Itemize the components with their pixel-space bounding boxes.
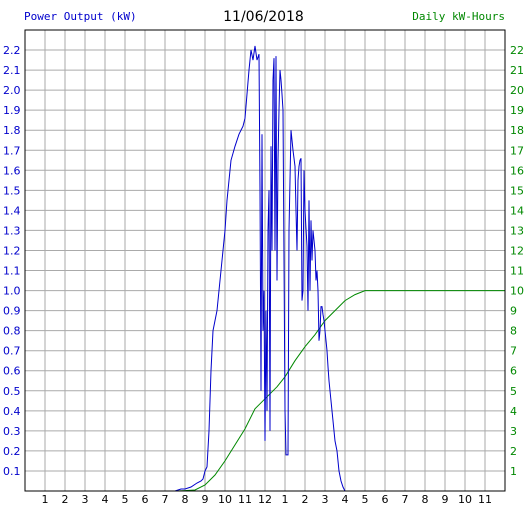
chart-title: 11/06/2018 bbox=[223, 9, 304, 25]
x-tick-label: 5 bbox=[122, 493, 129, 506]
y-tick-label: 1.2 bbox=[3, 244, 21, 257]
y-tick-label: 2.2 bbox=[3, 44, 21, 57]
y2-tick-label: 12 bbox=[510, 244, 524, 257]
y2-tick-label: 10 bbox=[510, 285, 524, 298]
x-tick-label: 10 bbox=[458, 493, 472, 506]
x-tick-label: 3 bbox=[82, 493, 89, 506]
y2-tick-label: 15 bbox=[510, 184, 524, 197]
y2-tick-label: 1 bbox=[510, 465, 517, 478]
y-tick-label: 0.4 bbox=[3, 405, 21, 418]
y-tick-label: 0.6 bbox=[3, 365, 21, 378]
x-tick-label: 7 bbox=[402, 493, 409, 506]
x-tick-label: 5 bbox=[362, 493, 369, 506]
x-tick-label: 8 bbox=[182, 493, 189, 506]
x-tick-label: 7 bbox=[162, 493, 169, 506]
y-tick-label: 1.1 bbox=[3, 265, 21, 278]
y2-axis-label: Daily kW-Hours bbox=[412, 10, 505, 23]
x-tick-label: 6 bbox=[142, 493, 149, 506]
x-tick-label: 6 bbox=[382, 493, 389, 506]
y2-tick-label: 4 bbox=[510, 405, 517, 418]
y2-tick-label: 16 bbox=[510, 164, 524, 177]
x-tick-label: 1 bbox=[42, 493, 49, 506]
plot-frame bbox=[24, 29, 506, 492]
x-tick-label: 9 bbox=[442, 493, 449, 506]
y-tick-label: 1.6 bbox=[3, 164, 21, 177]
y-tick-label: 0.8 bbox=[3, 325, 21, 338]
y-tick-label: 2.1 bbox=[3, 64, 21, 77]
y2-tick-label: 2 bbox=[510, 445, 517, 458]
y-tick-label: 2.0 bbox=[3, 84, 21, 97]
series-line-daily-kwh bbox=[165, 290, 505, 492]
y-tick-label: 0.3 bbox=[3, 425, 21, 438]
y2-tick-label: 20 bbox=[510, 84, 524, 97]
y2-tick-label: 5 bbox=[510, 385, 517, 398]
series-line-power bbox=[165, 45, 505, 492]
y-tick-label: 0.9 bbox=[3, 305, 21, 318]
y-tick-label: 1.4 bbox=[3, 204, 21, 217]
y2-tick-label: 17 bbox=[510, 144, 524, 157]
x-tick-label: 3 bbox=[322, 493, 329, 506]
y-tick-label: 1.8 bbox=[3, 124, 21, 137]
x-tick-label: 11 bbox=[478, 493, 492, 506]
x-tick-label: 9 bbox=[202, 493, 209, 506]
y-ticks: 0.1 0.2 0.3 0.4 0.5 0.6 0.7 0.8 0.9 1.0 1.1 1.2 1.3 1… bbox=[3, 44, 21, 478]
x-tick-label: 10 bbox=[218, 493, 232, 506]
y-axis-label: Power Output (kW) bbox=[24, 10, 137, 23]
x-tick-label: 11 bbox=[238, 493, 252, 506]
x-ticks: 1 2 3 4 5 6 7 8 9 10 11 12 1 2 3 4 5 6 7 8 9 10 11 bbox=[42, 493, 493, 506]
y-tick-label: 0.7 bbox=[3, 345, 21, 358]
y-tick-label: 0.5 bbox=[3, 385, 21, 398]
x-tick-label: 12 bbox=[258, 493, 272, 506]
y2-tick-label: 8 bbox=[510, 325, 517, 338]
x-tick-label: 2 bbox=[62, 493, 69, 506]
y2-tick-label: 3 bbox=[510, 425, 517, 438]
y2-tick-label: 18 bbox=[510, 124, 524, 137]
y-tick-label: 1.5 bbox=[3, 184, 21, 197]
y-tick-label: 0.2 bbox=[3, 445, 21, 458]
y2-tick-label: 11 bbox=[510, 265, 524, 278]
y2-tick-label: 22 bbox=[510, 44, 524, 57]
x-tick-label: 4 bbox=[102, 493, 109, 506]
y2-tick-label: 14 bbox=[510, 204, 524, 217]
y-tick-label: 1.0 bbox=[3, 285, 21, 298]
y2-tick-label: 9 bbox=[510, 305, 517, 318]
y-tick-label: 1.7 bbox=[3, 144, 21, 157]
y-tick-label: 1.9 bbox=[3, 104, 21, 117]
y-tick-label: 1.3 bbox=[3, 224, 21, 237]
grid-lines bbox=[25, 30, 505, 491]
x-tick-label: 1 bbox=[282, 493, 289, 506]
y2-tick-label: 6 bbox=[510, 365, 517, 378]
x-tick-label: 4 bbox=[342, 493, 349, 506]
y2-tick-label: 19 bbox=[510, 104, 524, 117]
y2-tick-label: 13 bbox=[510, 224, 524, 237]
y2-tick-label: 7 bbox=[510, 345, 517, 358]
y-tick-label: 0.1 bbox=[3, 465, 21, 478]
x-tick-label: 2 bbox=[302, 493, 309, 506]
x-tick-label: 8 bbox=[422, 493, 429, 506]
y2-tick-label: 21 bbox=[510, 64, 524, 77]
